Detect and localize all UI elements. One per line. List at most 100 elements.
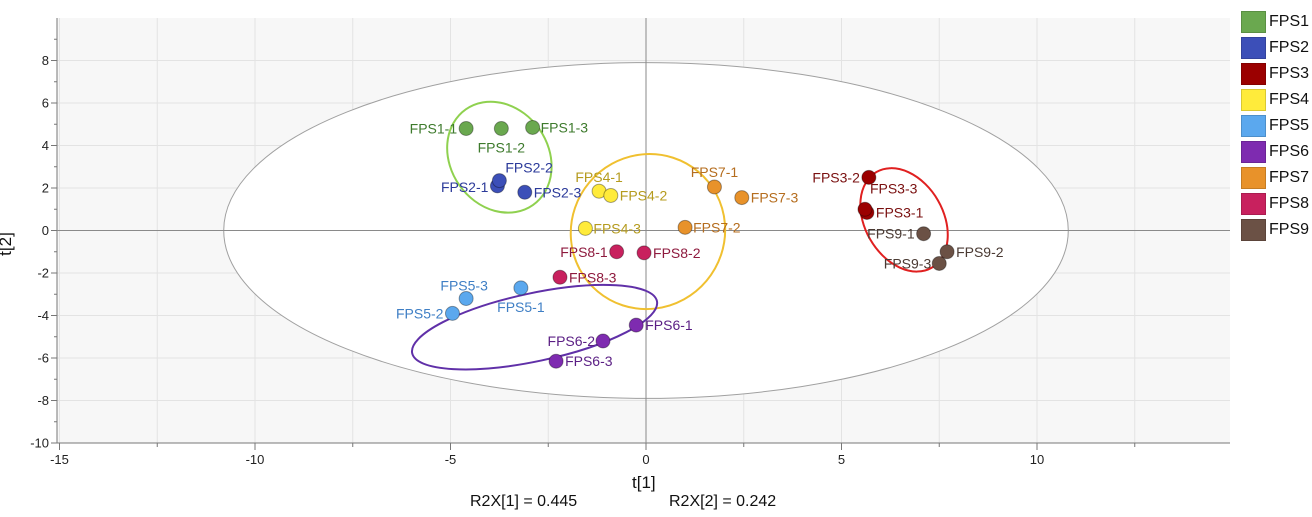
r2x-1-caption: R2X[1] = 0.445 xyxy=(470,493,578,510)
legend-item-fps4: FPS4 xyxy=(1241,87,1309,113)
legend-item-fps1: FPS1 xyxy=(1241,9,1309,35)
label-fps5-1: FPS5-1 xyxy=(497,299,545,315)
label-fps4-1: FPS4-1 xyxy=(575,169,623,185)
label-fps7-2: FPS7-2 xyxy=(693,219,741,235)
point-fps5-2 xyxy=(444,305,460,321)
label-fps6-3: FPS6-3 xyxy=(565,353,613,369)
legend-item-fps6: FPS6 xyxy=(1241,139,1309,165)
legend-swatch xyxy=(1241,63,1266,85)
point-fps9-1 xyxy=(916,226,932,242)
y-tick-label: 0 xyxy=(42,223,49,238)
legend-item-fps9: FPS9 xyxy=(1241,217,1309,243)
label-fps3-3: FPS3-3 xyxy=(870,180,918,196)
label-fps4-2: FPS4-2 xyxy=(620,187,668,203)
label-fps8-1: FPS8-1 xyxy=(560,244,608,260)
label-fps1-3: FPS1-3 xyxy=(541,119,589,135)
point-fps6-1 xyxy=(628,317,644,333)
y-axis-title: t[2] xyxy=(0,232,15,256)
group-ellipse-fps1 xyxy=(446,100,553,214)
legend-swatch xyxy=(1241,37,1266,59)
label-fps9-3: FPS9-3 xyxy=(884,255,932,271)
legend-label: FPS8 xyxy=(1269,195,1310,212)
legend-label: FPS4 xyxy=(1269,91,1310,108)
point-fps5-3 xyxy=(458,291,474,306)
point-fps8-3 xyxy=(552,269,568,285)
y-tick-label: 8 xyxy=(42,53,49,68)
point-fps8-1 xyxy=(609,244,625,260)
point-fps4-3 xyxy=(577,220,593,236)
legend-item-fps2: FPS2 xyxy=(1241,35,1309,61)
point-fps6-2 xyxy=(595,333,611,349)
point-fps5-1 xyxy=(513,280,529,296)
r2x-2-caption: R2X[2] = 0.242 xyxy=(669,493,777,510)
legend-item-fps5: FPS5 xyxy=(1241,113,1309,139)
legend-label: FPS2 xyxy=(1269,39,1310,56)
label-fps7-1: FPS7-1 xyxy=(691,164,739,180)
legend-label: FPS7 xyxy=(1269,169,1310,186)
legend-label: FPS5 xyxy=(1269,117,1310,134)
y-tick-label: 2 xyxy=(42,181,49,196)
label-fps3-2: FPS3-2 xyxy=(812,169,860,185)
legend-label: FPS9 xyxy=(1269,221,1310,238)
point-fps1-2 xyxy=(493,121,509,136)
label-fps2-3: FPS2-3 xyxy=(534,184,582,200)
label-fps1-1: FPS1-1 xyxy=(410,121,458,137)
point-fps7-1 xyxy=(706,179,722,195)
label-fps5-2: FPS5-2 xyxy=(396,305,444,321)
legend-swatch xyxy=(1241,167,1266,189)
point-labels: FPS1-1 FPS1-2 FPS1-3 FPS2-1 FPS2-2 FPS2-3 FPS3… xyxy=(396,119,1004,369)
legend-swatch xyxy=(1241,193,1266,215)
y-tick-label: -2 xyxy=(37,266,49,281)
point-fps3-2 xyxy=(861,169,877,185)
y-tick-label: -6 xyxy=(37,351,49,366)
x-axis-title: t[1] xyxy=(632,473,656,492)
point-fps6-3 xyxy=(548,353,564,369)
label-fps9-1: FPS9-1 xyxy=(867,226,915,242)
x-tick-label: -10 xyxy=(246,452,265,467)
legend-item-fps7: FPS7 xyxy=(1241,165,1309,191)
y-tick-label: -4 xyxy=(37,308,49,323)
label-fps6-2: FPS6-2 xyxy=(548,333,596,349)
label-fps2-2: FPS2-2 xyxy=(505,160,553,176)
label-fps2-1: FPS2-1 xyxy=(441,179,489,195)
label-fps6-1: FPS6-1 xyxy=(645,317,693,333)
point-fps2-3 xyxy=(517,184,533,200)
y-tick-label: 6 xyxy=(42,96,49,111)
group-ellipse-fps3 xyxy=(859,167,949,273)
legend-swatch xyxy=(1241,219,1266,241)
data-points xyxy=(444,119,955,369)
point-fps3-3 xyxy=(857,201,873,217)
point-fps9-3 xyxy=(931,255,947,271)
point-fps4-2 xyxy=(603,187,619,203)
x-tick-label: -5 xyxy=(445,452,457,467)
point-fps9-2 xyxy=(939,244,955,260)
y-tick-label: -8 xyxy=(37,393,49,408)
label-fps9-2: FPS9-2 xyxy=(956,244,1004,260)
point-fps1-1 xyxy=(458,121,474,136)
point-fps2-2 xyxy=(491,173,507,189)
label-fps5-3: FPS5-3 xyxy=(440,278,488,294)
point-fps8-2 xyxy=(636,245,652,261)
legend-swatch xyxy=(1241,141,1266,163)
x-tick-label: 5 xyxy=(838,452,845,467)
legend: FPS1 FPS2 FPS3 FPS4 FPS5 FPS6 FPS7 FPS8 FPS9 xyxy=(1241,9,1309,243)
ellipses xyxy=(57,18,1230,443)
legend-label: FPS1 xyxy=(1269,13,1310,30)
group-ellipse-fps4 xyxy=(569,153,727,311)
y-tick-label: -10 xyxy=(30,436,49,451)
legend-swatch xyxy=(1241,89,1266,111)
label-fps8-2: FPS8-2 xyxy=(653,245,701,261)
label-fps3-1: FPS3-1 xyxy=(876,204,924,220)
label-fps7-3: FPS7-3 xyxy=(751,190,799,206)
x-tick-label: -15 xyxy=(50,452,69,467)
label-fps4-3: FPS4-3 xyxy=(593,220,641,236)
legend-label: FPS6 xyxy=(1269,143,1310,160)
legend-label: FPS3 xyxy=(1269,65,1310,82)
legend-swatch xyxy=(1241,11,1266,33)
x-tick-label: 10 xyxy=(1030,452,1044,467)
label-fps8-3: FPS8-3 xyxy=(569,269,617,285)
legend-swatch xyxy=(1241,115,1266,137)
x-tick-label: 0 xyxy=(642,452,649,467)
